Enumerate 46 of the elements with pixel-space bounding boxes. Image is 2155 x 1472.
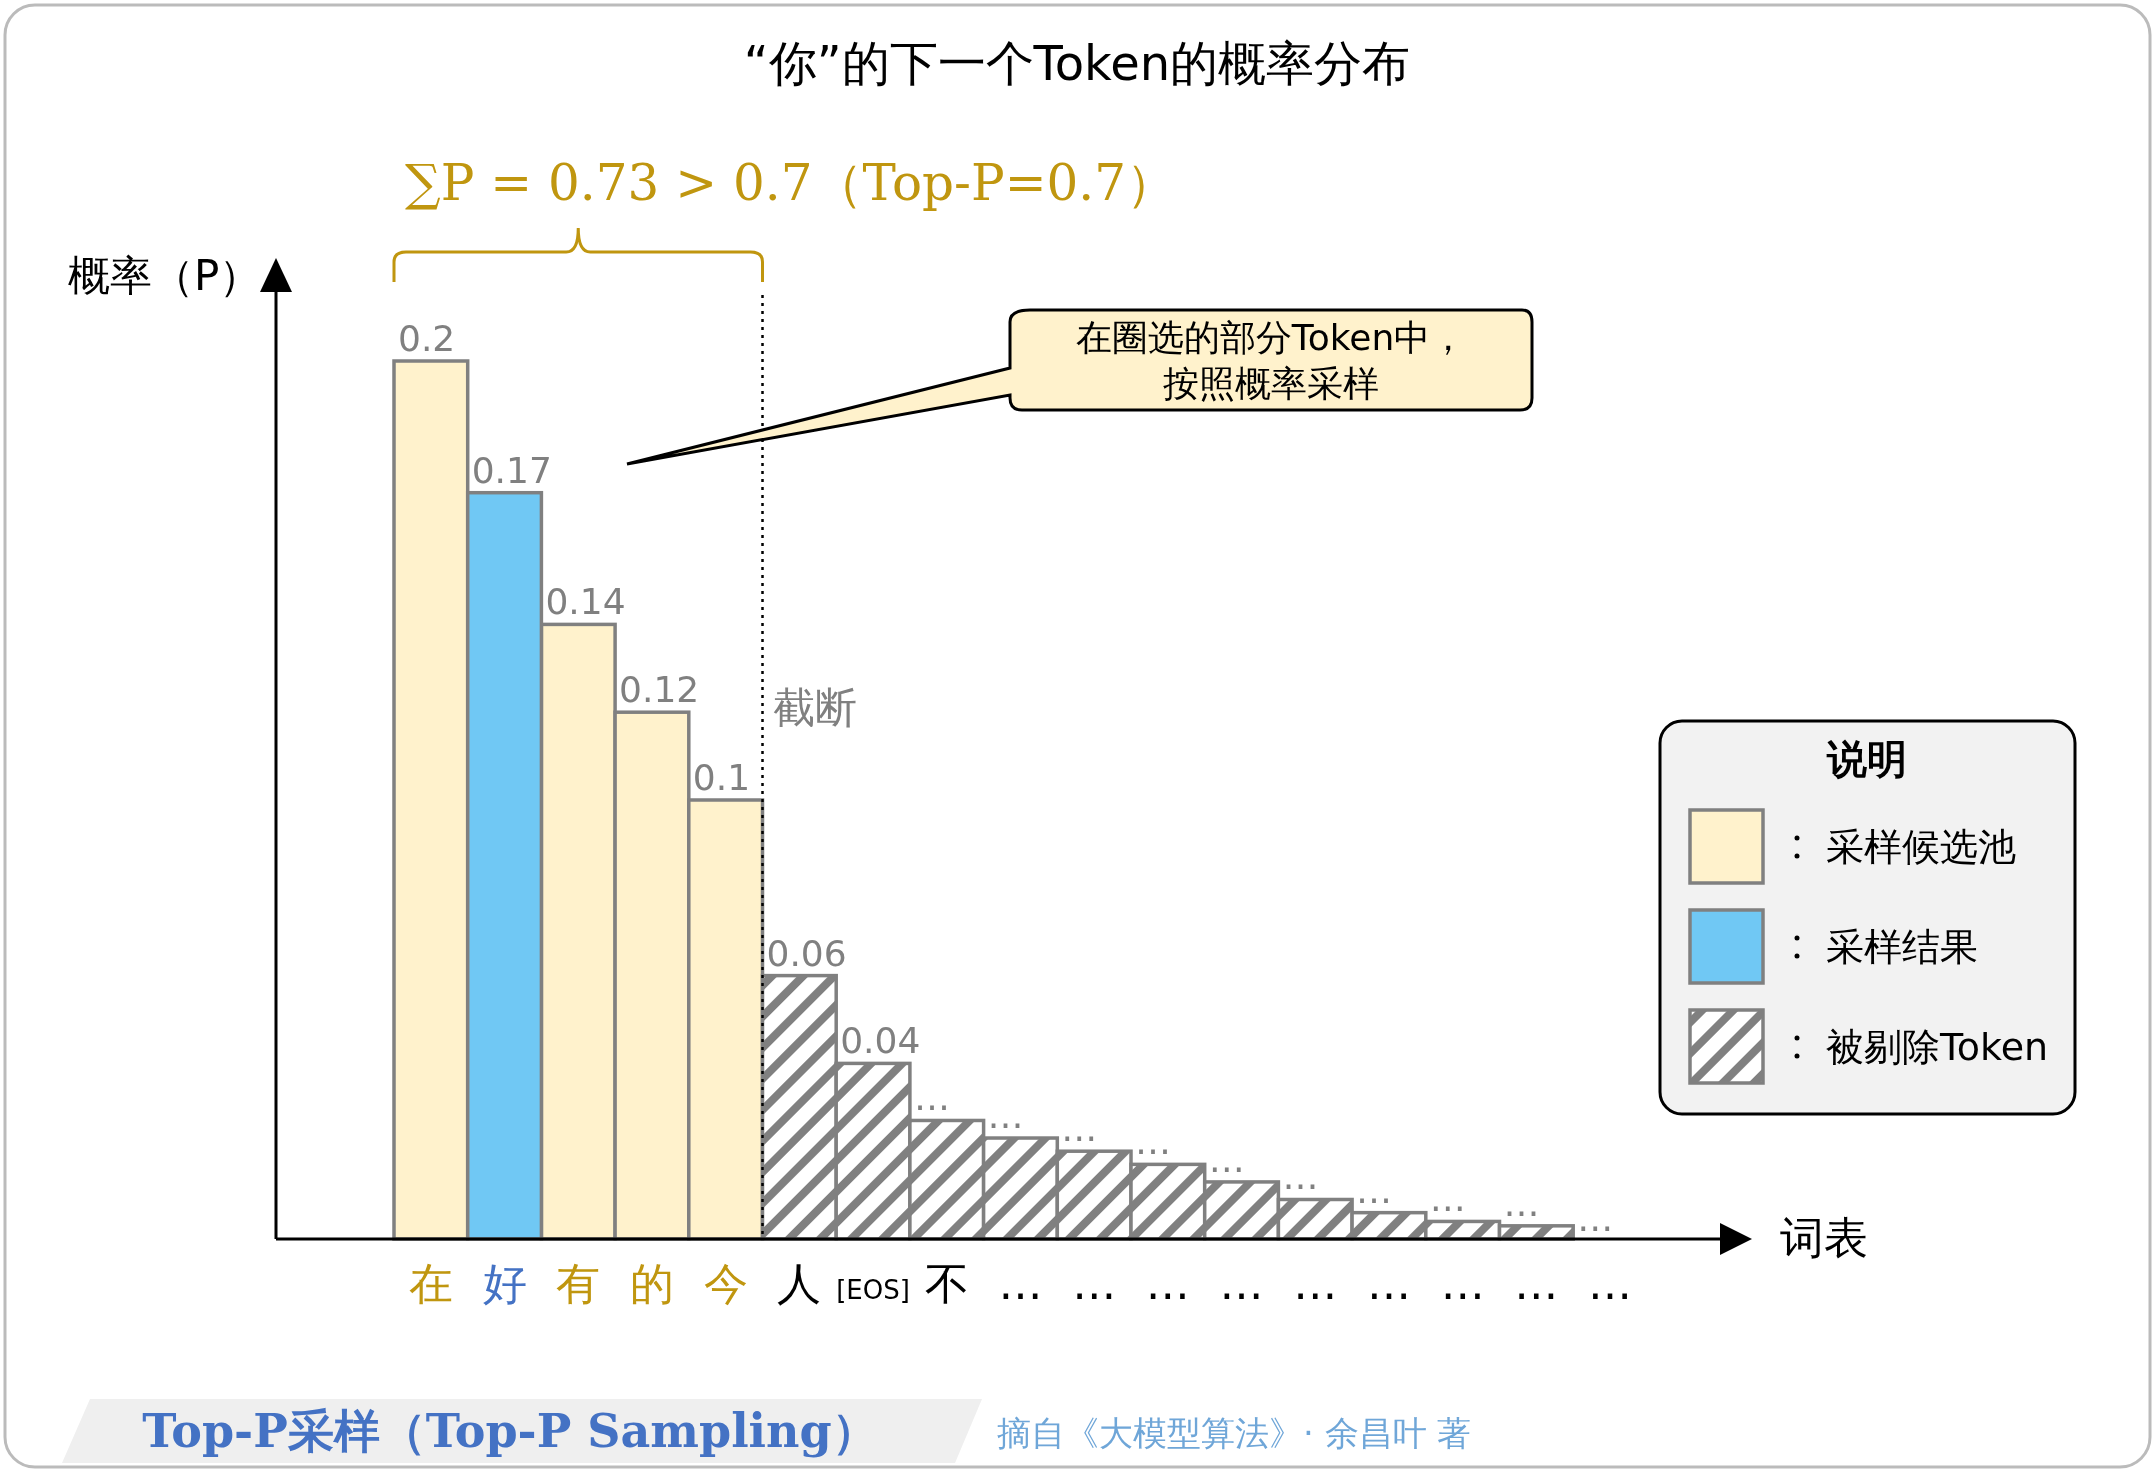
- legend-label: 被剔除Token: [1826, 1025, 2049, 1069]
- legend-label: 采样候选池: [1826, 825, 2016, 869]
- x-tick-label: [EOS]: [836, 1275, 910, 1305]
- data-label: 0.14: [545, 581, 626, 623]
- x-tick-label: 的: [629, 1258, 674, 1309]
- data-label: 0.06: [766, 932, 847, 974]
- x-tick-label: 人: [777, 1258, 822, 1309]
- data-label: 0.1: [692, 757, 751, 798]
- x-tick-label: …: [1440, 1258, 1485, 1309]
- x-tick-label: …: [998, 1258, 1043, 1309]
- data-label: …: [1208, 1138, 1245, 1180]
- x-axis-title: 词表: [1780, 1212, 1868, 1263]
- annotation: 截断: [772, 683, 857, 732]
- data-label: …: [1429, 1178, 1466, 1220]
- text: 摘自《大模型算法》· 余昌叶 著: [997, 1413, 1472, 1453]
- x-tick-label: 今: [703, 1258, 748, 1309]
- x-tick-label: …: [1588, 1258, 1633, 1309]
- data-label: …: [987, 1095, 1024, 1137]
- data-label: …: [1356, 1169, 1393, 1211]
- annotation: 在圈选的部分Token中，按照概率采样: [1075, 317, 1467, 404]
- data-label: …: [1135, 1121, 1171, 1163]
- data-label: …: [1503, 1182, 1540, 1224]
- data-label: …: [1282, 1156, 1319, 1198]
- x-tick-label: …: [1514, 1258, 1559, 1309]
- x-tick-label: 在: [408, 1258, 453, 1309]
- legend-title: 说明: [1826, 736, 1907, 782]
- x-tick-label: …: [1072, 1258, 1117, 1309]
- text: ∑P = 0.73 > 0.7（Top-P=0.7）: [405, 154, 1177, 212]
- data-label: …: [1061, 1108, 1098, 1150]
- x-tick-label: 有: [556, 1258, 601, 1309]
- data-label: 0.17: [471, 449, 552, 491]
- data-label: 0.12: [619, 669, 700, 711]
- legend-label: 采样结果: [1826, 925, 1978, 969]
- x-tick-label: 不: [924, 1258, 969, 1309]
- text: …: [1577, 1198, 1614, 1239]
- data-label: 0.2: [398, 318, 456, 359]
- x-tick-label: …: [1366, 1258, 1411, 1309]
- chart-title: “你”的下一个Token的概率分布: [743, 35, 1411, 91]
- x-tick-label: …: [1145, 1258, 1190, 1309]
- data-label: 0.04: [840, 1020, 921, 1062]
- x-tick-label: …: [1293, 1258, 1338, 1309]
- x-tick-label: …: [1219, 1258, 1264, 1309]
- text: Top-P采样（Top-P Sampling）: [142, 1404, 878, 1458]
- y-axis-title: 概率（P）: [68, 251, 262, 300]
- data-label: …: [913, 1077, 950, 1119]
- x-tick-label: 好: [482, 1258, 527, 1309]
